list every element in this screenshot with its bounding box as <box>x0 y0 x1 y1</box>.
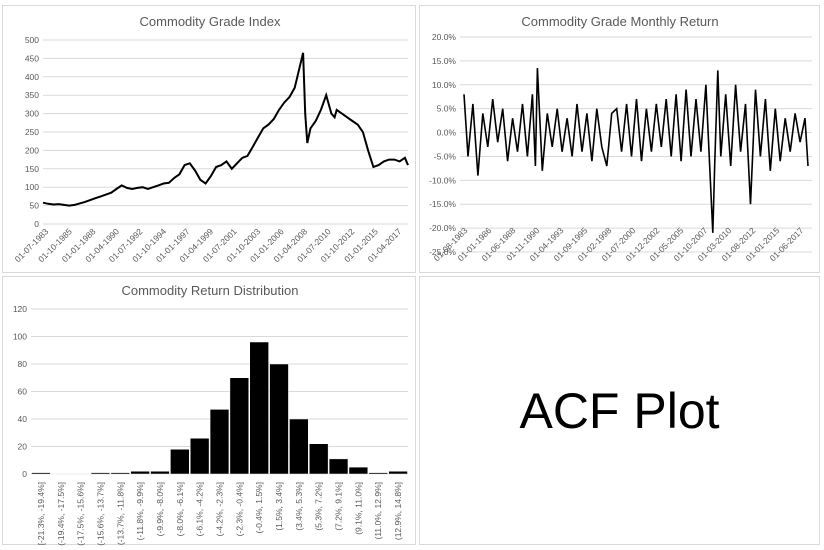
x-tick-label: (-2.3%, -0.4%] <box>234 482 244 536</box>
return-distribution-chart-panel: Commodity Return Distribution 0 20 40 60 80 10… <box>2 276 416 546</box>
histogram-bar <box>150 471 170 475</box>
histogram-bar <box>309 443 329 475</box>
histogram-bar <box>249 341 269 475</box>
x-tick-label: (11.0%, 12.9%] <box>373 482 383 540</box>
x-tick-label: (3.4%, 5.3%] <box>294 482 304 531</box>
y-tick-label: 60 <box>18 387 28 397</box>
return-distribution-bar-chart: Commodity Return Distribution 0 20 40 60 80 10… <box>13 283 408 546</box>
histogram-bar <box>90 472 111 475</box>
y-tick-label: 100 <box>25 182 39 192</box>
index-line-chart-panel: Commodity Grade Index 0 50 100 150 200 250 300 3… <box>2 5 416 273</box>
y-tick-label: 120 <box>13 304 27 314</box>
y-tick-label: -20.0% <box>429 223 456 233</box>
y-tick-label: 40 <box>18 414 28 424</box>
index-line-chart: Commodity Grade Index 0 50 100 150 200 250 300 3… <box>13 14 409 264</box>
x-tick-label: (12.9%, 14.8%] <box>393 482 403 540</box>
histogram-bar <box>289 418 309 475</box>
acf-plot-label: ACF Plot <box>519 382 720 439</box>
index-series-line <box>42 52 409 207</box>
x-tick-label: (-17.5%, -15.6%] <box>76 482 86 546</box>
y-tick-label: 0 <box>34 219 39 229</box>
y-tick-label: -5.0% <box>434 151 457 161</box>
y-tick-label: 300 <box>25 109 39 119</box>
y-tick-label: 100 <box>13 332 27 342</box>
x-tick-label: (7.2%, 9.1%] <box>334 482 344 531</box>
y-tick-label: 5.0% <box>437 104 457 114</box>
histogram-bar <box>348 466 369 475</box>
x-tick-label: (-19.4%, -17.5%] <box>56 482 66 546</box>
x-tick-label: (-0.4%, 1.5%] <box>254 482 264 534</box>
y-tick-label: 500 <box>25 35 39 45</box>
x-tick-label: (-11.8%, -9.9%] <box>135 482 145 540</box>
y-tick-label: 15.0% <box>432 56 457 66</box>
y-tick-label: 20 <box>18 442 28 452</box>
x-tick-label: (-4.2%, -2.3%] <box>215 482 225 536</box>
y-tick-label: 50 <box>30 201 40 211</box>
y-tick-label: 350 <box>25 90 39 100</box>
x-tick-label: (5.3%, 7.2%] <box>314 482 324 531</box>
y-tick-label: -10.0% <box>429 175 456 185</box>
x-tick-label: (9.1%, 11.0%] <box>353 482 363 535</box>
histogram-bar <box>388 471 408 475</box>
histogram-bar <box>229 377 250 475</box>
y-tick-label: 10.0% <box>432 80 457 90</box>
x-tick-label: (-13.7%, -11.8%] <box>115 482 125 545</box>
x-tick-label: [-21.3%, -19.4%] <box>36 482 46 545</box>
histogram-bar <box>328 458 349 475</box>
chart-title: Commodity Grade Index <box>140 14 281 29</box>
return-series-line <box>463 68 809 233</box>
y-tick-label: 20.0% <box>432 32 457 42</box>
histogram-bar <box>269 363 289 475</box>
x-tick-label: (1.5%, 3.4%] <box>274 482 284 531</box>
y-tick-label: 150 <box>25 164 39 174</box>
y-tick-label: -15.0% <box>429 199 456 209</box>
chart-title: Commodity Return Distribution <box>121 283 298 298</box>
histogram-bar <box>189 438 210 475</box>
chart-title: Commodity Grade Monthly Return <box>521 14 718 29</box>
y-tick-label: 400 <box>25 72 39 82</box>
y-tick-label: 200 <box>25 145 39 155</box>
histogram-bar <box>170 449 190 475</box>
y-tick-label: 0.0% <box>437 128 457 138</box>
x-tick-label: (-9.9%, -8.0%] <box>155 482 165 536</box>
histogram-bar <box>368 472 388 475</box>
x-tick-label: (-6.1%, -4.2%] <box>195 482 205 536</box>
y-tick-label: 0 <box>22 469 27 479</box>
monthly-return-chart-panel: Commodity Grade Monthly Return -25.0% -20.… <box>419 5 820 273</box>
acf-plot-panel: ACF Plot <box>419 276 820 545</box>
histogram-bar <box>110 472 130 475</box>
x-tick-label: (-15.6%, -13.7%] <box>95 482 105 546</box>
y-tick-label: 80 <box>18 359 28 369</box>
y-tick-label: -25.0% <box>429 247 456 257</box>
histogram-bar <box>31 472 51 475</box>
y-tick-label: 250 <box>25 127 39 137</box>
monthly-return-line-chart: Commodity Grade Monthly Return -25.0% -20.… <box>429 14 812 263</box>
x-tick-label: (-8.0%, -6.1%] <box>175 482 185 536</box>
y-tick-label: 450 <box>25 53 39 63</box>
histogram-bar <box>130 471 150 475</box>
histogram-bar <box>209 409 230 475</box>
